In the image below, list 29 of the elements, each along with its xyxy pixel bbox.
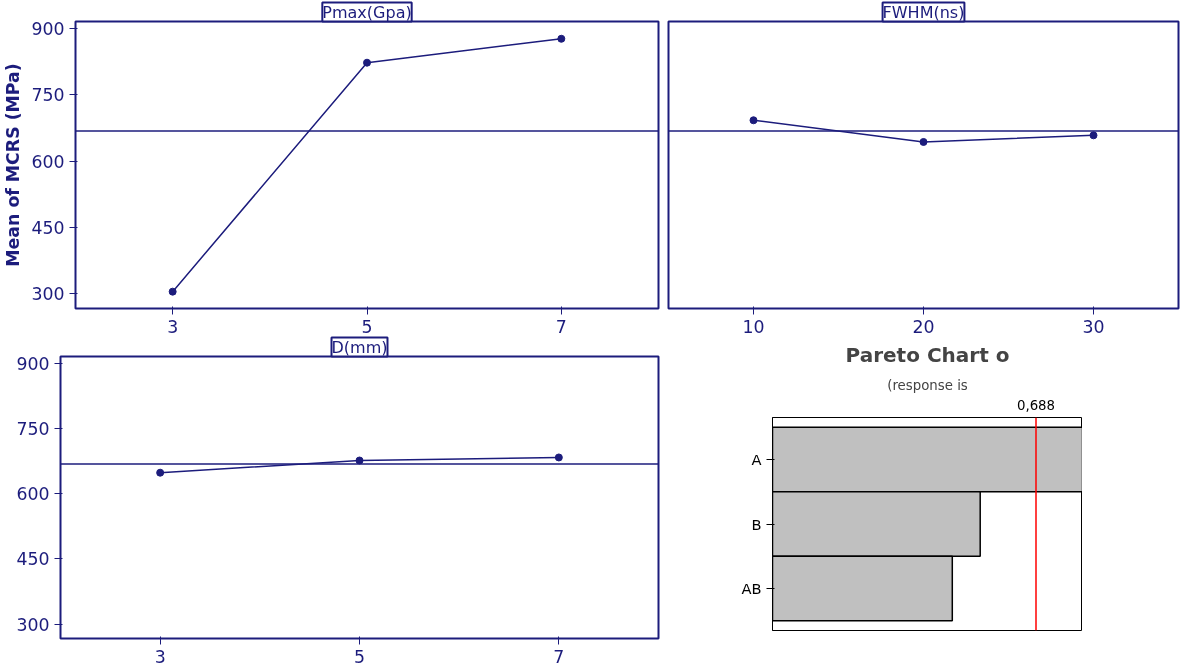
y-axis-title: Mean of MCRS (MPa)	[3, 63, 24, 267]
chart-title: Pmax(Gpa)	[322, 2, 412, 22]
y-tick-label: 600	[16, 484, 50, 505]
x-tick-label: 7	[555, 316, 567, 337]
x-tick-label: 7	[553, 646, 565, 667]
y-tick-label: 750	[31, 85, 65, 106]
y-tick-label: 900	[16, 353, 50, 374]
y-tick-label: 750	[16, 418, 50, 439]
y-tick-label: 900	[31, 18, 65, 39]
y-tick-label: A	[751, 450, 762, 468]
chart-title: Pareto Chart o	[845, 342, 1010, 367]
y-tick-label: 450	[31, 217, 65, 238]
y-tick-label: 300	[31, 284, 65, 305]
x-tick-label: 30	[1082, 316, 1105, 337]
y-tick-label: AB	[741, 580, 762, 598]
y-tick-label: 300	[16, 614, 50, 635]
chart-title: D(mm)	[331, 337, 388, 357]
x-tick-label: 5	[353, 646, 366, 667]
text: 0,688	[1016, 397, 1056, 413]
x-tick-label: 3	[154, 646, 166, 667]
x-tick-label: 20	[912, 316, 935, 337]
x-tick-label: 10	[742, 316, 765, 337]
y-tick-label: B	[751, 515, 762, 533]
x-tick-label: 3	[167, 316, 179, 337]
x-tick-label: 5	[361, 316, 373, 337]
y-tick-label: 600	[31, 151, 65, 172]
chart-subtitle: (response is	[887, 377, 968, 393]
y-tick-label: 450	[16, 549, 50, 570]
chart-title: FWHM(ns)	[882, 2, 965, 22]
